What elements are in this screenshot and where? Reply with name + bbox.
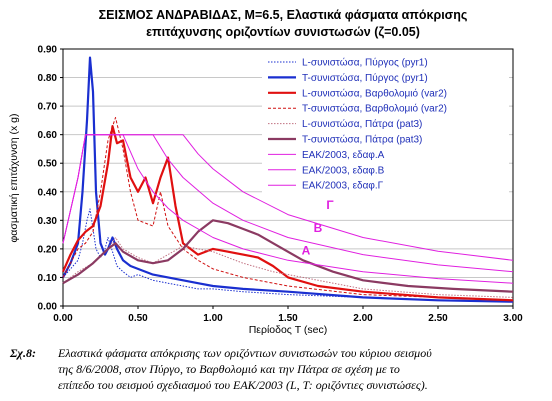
- legend-entry: ΕΑΚ/2003, εδαφ.Β: [302, 165, 385, 176]
- y-axis-label: φασματική επιτάχυνση (x g): [8, 113, 20, 242]
- series-line-2: [62, 56, 514, 303]
- y-tick-label: 0.30: [38, 216, 58, 227]
- y-tick-label: 0.10: [38, 273, 58, 284]
- series-line-3: [61, 124, 514, 302]
- legend-entry: L-συνιστώσα, Βαρθολομιό (var2): [302, 87, 447, 99]
- y-tick-label: 0.20: [38, 244, 58, 255]
- zone-label: Α: [302, 244, 311, 258]
- y-tick-label: 0.90: [38, 45, 58, 56]
- legend-box: [262, 52, 509, 197]
- legend-entry: L-συνιστώσα, Πύργος (pyr1): [302, 57, 428, 69]
- x-tick-label: 2.00: [353, 313, 373, 324]
- caption-line-3: επίπεδο του σεισμού σχεδιασμού του ΕΑΚ/2…: [58, 378, 428, 392]
- chart-title-line-1: ΣΕΙΣΜΟΣ ΑΝΔΡΑΒΙΔΑΣ, M=6.5, Ελαστικά φάσμ…: [99, 8, 468, 22]
- y-axis-ticks: 0.00 0.10 0.20 0.30 0.40 0.50 0.60 0.70 0.80 0.90: [38, 45, 63, 313]
- series-line-5: [62, 237, 514, 298]
- legend-entry: ΕΑΚ/2003, εδαφ.Γ: [302, 181, 384, 192]
- x-tick-label: 0.50: [128, 313, 148, 324]
- legend-entry: T-συνιστώσα, Βαρθολομιό (var2): [302, 103, 447, 115]
- chart-title-line-2: επιτάχυνσης οριζοντίων συνιστωσών (ζ=0.0…: [146, 25, 420, 39]
- legend-entry: T-συνιστώσα, Πάτρα (pat3): [302, 134, 422, 146]
- y-tick-label: 0.80: [38, 73, 58, 84]
- series-lines: [61, 56, 514, 303]
- series-line-1: [62, 208, 514, 303]
- y-tick-label: 0.70: [38, 102, 58, 113]
- x-axis-ticks: 0.00 0.50 1.00 1.50 2.00 2.50 3.00: [53, 306, 523, 324]
- x-tick-label: 2.50: [428, 313, 448, 324]
- y-tick-label: 0.00: [38, 302, 58, 313]
- legend-entry: L-συνιστώσα, Πάτρα (pat3): [302, 118, 422, 130]
- x-tick-label: 3.00: [503, 313, 523, 324]
- caption-line-1: Ελαστικά φάσματα απόκρισης των οριζόντιω…: [57, 346, 432, 360]
- x-tick-label: 1.00: [203, 313, 223, 324]
- zone-label: Β: [314, 221, 323, 235]
- zone-label: Γ: [326, 198, 334, 212]
- x-tick-label: 1.50: [278, 313, 298, 324]
- legend: L-συνιστώσα, Πύργος (pyr1) T-συνιστώσα, Π…: [262, 52, 509, 197]
- zone-labels: ΓΒΑ: [302, 198, 335, 258]
- series-line-4: [62, 117, 514, 301]
- x-tick-label: 0.00: [53, 313, 73, 324]
- series-line-6: [62, 219, 514, 293]
- caption-label: Σχ.8:: [9, 346, 36, 360]
- y-tick-label: 0.60: [38, 130, 58, 141]
- y-tick-label: 0.50: [38, 159, 58, 170]
- y-tick-label: 0.40: [38, 187, 58, 198]
- series-line-9: [62, 134, 514, 261]
- x-axis-label: Περίοδος T (sec): [249, 324, 328, 336]
- legend-entry: ΕΑΚ/2003, εδαφ.Α: [302, 150, 385, 161]
- caption-line-2: της 8/6/2008, στον Πύργο, το Βαρθολομιό …: [58, 362, 400, 376]
- legend-entry: T-συνιστώσα, Πύργος (pyr1): [302, 72, 428, 84]
